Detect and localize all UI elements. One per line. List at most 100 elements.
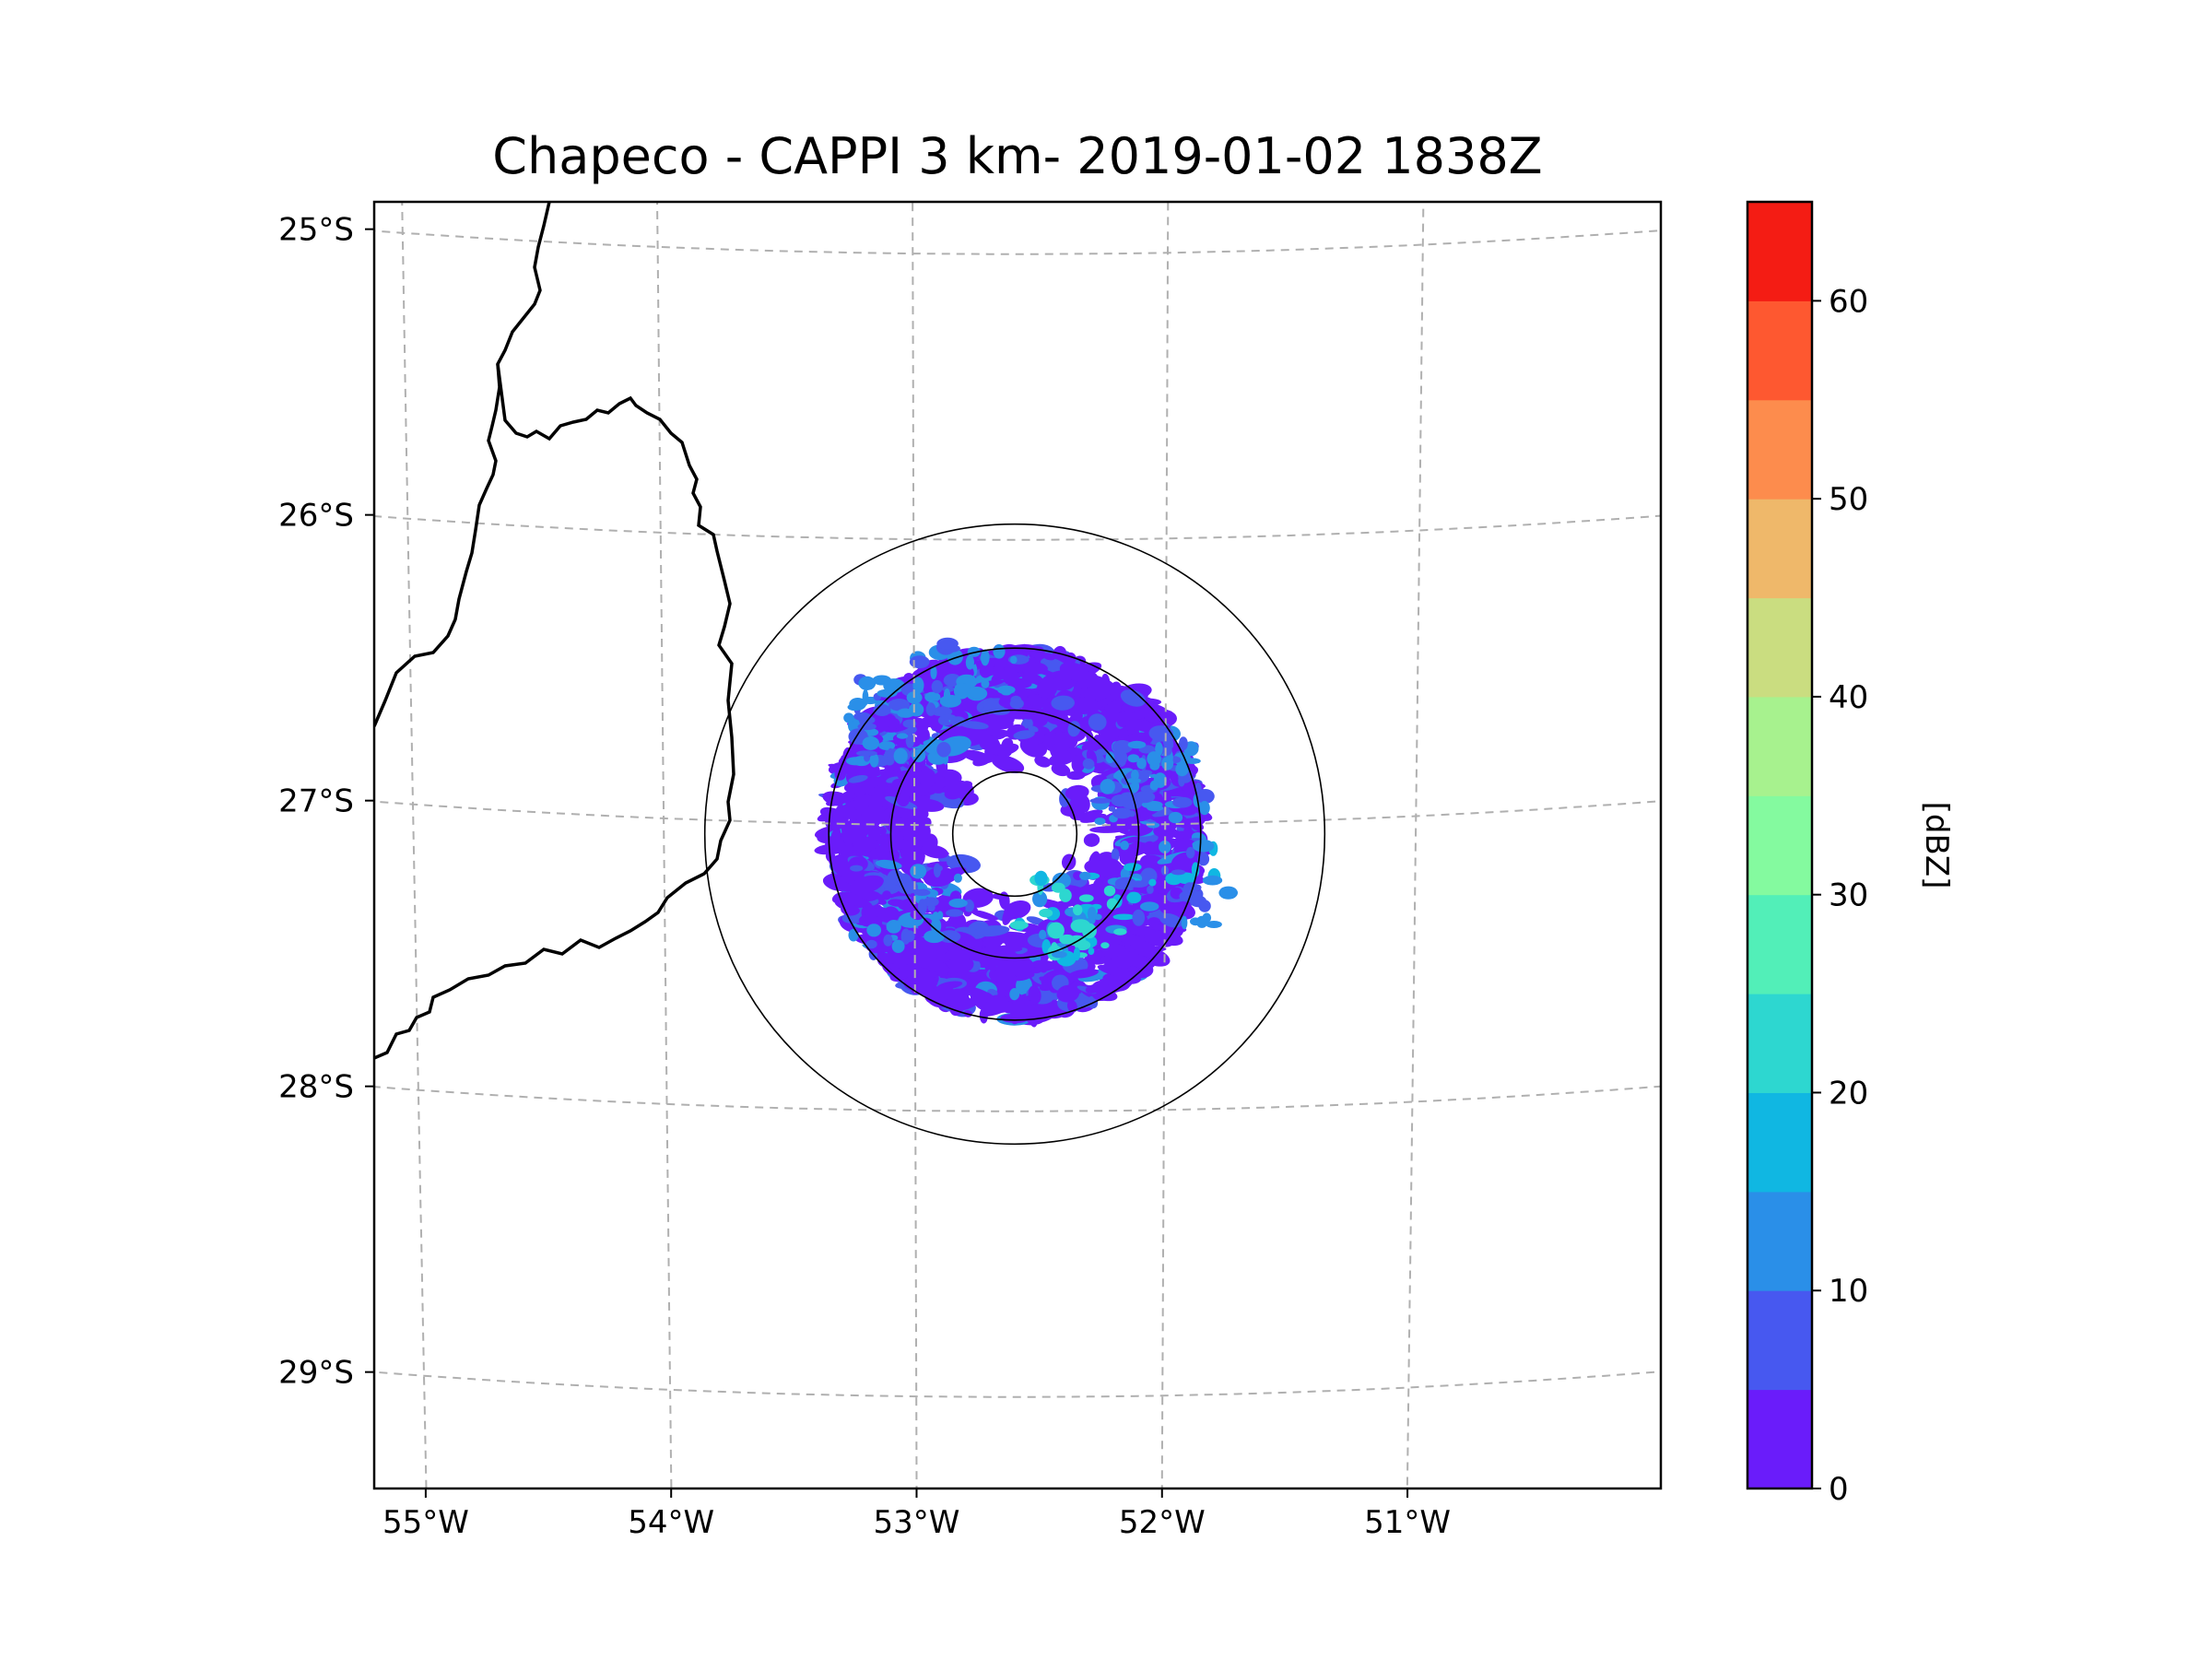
echo-core: [1112, 913, 1135, 921]
echo-core: [909, 655, 930, 669]
echo-core: [1113, 928, 1127, 935]
colorbar: [1747, 202, 1812, 1489]
echo-core: [948, 898, 968, 908]
echo-cell: [899, 849, 923, 859]
echo-cell: [885, 817, 917, 835]
range-ring: [889, 709, 1140, 959]
echo-core: [1197, 852, 1210, 866]
echo-core: [1106, 898, 1118, 911]
echo-core: [1100, 942, 1110, 949]
parallel-line: [374, 229, 1661, 255]
echo-core: [1192, 839, 1215, 853]
echo-core: [981, 678, 990, 688]
echo-cell: [906, 966, 932, 985]
echo-core: [1047, 922, 1065, 939]
echo-cell: [952, 912, 967, 931]
echo-core: [1181, 915, 1188, 930]
echo-core: [1218, 886, 1238, 900]
map-frame: [372, 200, 1663, 1490]
echo-core: [848, 928, 859, 942]
range-ring: [951, 771, 1078, 898]
echo-cell: [1004, 900, 1031, 920]
echo-cell: [928, 712, 944, 732]
echo-core: [943, 688, 951, 702]
echo-cell: [936, 981, 963, 990]
echo-cell: [1083, 833, 1100, 847]
echo-core: [931, 917, 942, 935]
echo-core: [912, 677, 924, 694]
echo-core: [893, 747, 908, 764]
echo-core: [1124, 863, 1142, 872]
echo-core: [888, 699, 911, 712]
echo-cell: [826, 797, 844, 806]
x-tick-label: 52°W: [1119, 1504, 1206, 1541]
echo-core: [866, 924, 882, 937]
echo-cell: [867, 846, 890, 860]
echo-core: [1070, 919, 1091, 933]
echo-core: [849, 698, 866, 711]
border-line-interstate: [374, 363, 735, 1060]
echo-core: [1105, 751, 1115, 764]
parallel-line: [374, 514, 1661, 541]
echo-core: [1100, 779, 1115, 794]
parallel-line: [374, 800, 1661, 827]
y-tick-label: 25°S: [278, 212, 354, 249]
echo-core: [878, 741, 896, 750]
echo-cell: [1097, 964, 1134, 978]
echo-core: [843, 712, 854, 724]
echo-core: [1202, 875, 1223, 886]
echo-cell: [1130, 719, 1144, 731]
echo-cell: [1061, 853, 1077, 871]
echo-core: [1051, 882, 1065, 893]
echo-cell: [1148, 725, 1174, 742]
border-line-west: [374, 202, 551, 727]
echo-core: [1140, 901, 1159, 912]
echo-core: [1148, 878, 1157, 887]
echo-core: [1094, 818, 1106, 826]
echo-core: [1165, 872, 1182, 886]
echo-core: [896, 733, 909, 739]
echo-core: [977, 702, 984, 710]
echo-cell: [914, 822, 931, 841]
echo-core: [924, 930, 945, 944]
echo-core: [887, 747, 895, 763]
echo-cell: [841, 822, 870, 841]
echo-cell: [959, 781, 973, 789]
colorbar-segment: [1747, 1389, 1812, 1489]
echo-core: [1172, 796, 1193, 808]
colorbar-tick-label: 60: [1829, 283, 1868, 320]
echo-cell: [973, 924, 1010, 937]
echo-cell: [1076, 809, 1103, 821]
echo-cell: [877, 899, 888, 905]
echo-cell: [1028, 985, 1041, 1005]
echo-core: [1010, 655, 1018, 665]
echo-cell: [1003, 954, 1035, 973]
echo-core: [936, 637, 959, 650]
echo-cell: [945, 948, 972, 962]
echo-core: [883, 934, 893, 947]
echo-core: [1147, 751, 1161, 767]
echo-cell: [884, 806, 912, 818]
echo-cell: [1071, 882, 1106, 896]
meridian-line: [912, 202, 918, 1488]
echo-cell: [974, 1000, 996, 1013]
echo-cell: [905, 955, 934, 969]
y-tick-label: 29°S: [278, 1355, 354, 1392]
echo-cell: [1009, 988, 1020, 1001]
echo-core: [1034, 870, 1048, 887]
echo-core: [1202, 912, 1212, 923]
echo-core: [953, 873, 962, 883]
echo-cell: [1024, 703, 1033, 711]
echo-core: [1114, 877, 1137, 890]
echo-core: [936, 742, 951, 758]
y-axis-ticks: 25°S 26°S 27°S 28°S 29°S: [278, 212, 374, 1392]
echo-core: [862, 735, 879, 750]
echo-cell: [1147, 917, 1160, 927]
colorbar-tick-label: 50: [1829, 481, 1868, 518]
echo-cell: [1048, 750, 1077, 767]
echo-cell: [1111, 848, 1120, 862]
echo-core: [1159, 841, 1171, 853]
echo-cell: [1147, 892, 1160, 901]
range-ring: [703, 523, 1326, 1146]
echo-cell: [830, 827, 841, 843]
